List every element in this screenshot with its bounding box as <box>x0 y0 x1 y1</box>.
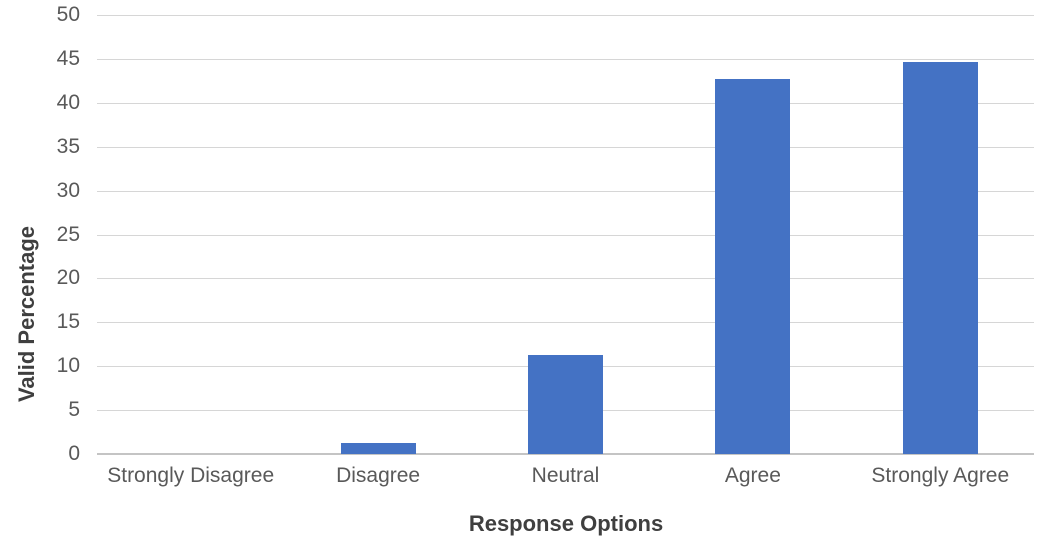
gridline-40 <box>97 102 1034 104</box>
y-tick-label-45: 45 <box>56 46 80 70</box>
bar-agree <box>715 79 790 454</box>
bar-disagree <box>341 443 416 454</box>
y-tick-label-20: 20 <box>56 266 80 290</box>
plot-area <box>97 15 1034 455</box>
x-tick-label-strongly-disagree: Strongly Disagree <box>107 464 275 487</box>
x-tick-label-disagree: Disagree <box>336 464 421 487</box>
y-tick-label-50: 50 <box>56 3 80 26</box>
x-tick-label-agree: Agree <box>724 464 781 487</box>
x-tick-label-strongly-agree: Strongly Agree <box>871 464 1010 487</box>
gridline-45 <box>97 58 1034 60</box>
bar-strongly-agree <box>903 62 978 454</box>
gridline-50 <box>97 15 1034 16</box>
y-tick-label-35: 35 <box>56 134 80 158</box>
y-tick-label-30: 30 <box>56 178 80 202</box>
y-tick-label-10: 10 <box>56 354 80 378</box>
gridline-35 <box>97 146 1034 148</box>
x-axis-line <box>97 453 1034 455</box>
gridline-20 <box>97 278 1034 280</box>
y-tick-label-15: 15 <box>56 310 80 334</box>
bar-neutral <box>528 355 603 454</box>
y-tick-label-0: 0 <box>68 442 80 465</box>
gridline-15 <box>97 322 1034 324</box>
y-tick-label-5: 5 <box>68 398 80 422</box>
y-tick-label-25: 25 <box>56 222 80 246</box>
y-tick-label-40: 40 <box>56 90 80 114</box>
gridline-30 <box>97 190 1034 192</box>
x-axis-title: Response Options <box>468 511 664 536</box>
gridline-25 <box>97 234 1034 236</box>
x-tick-label-neutral: Neutral <box>531 464 600 487</box>
